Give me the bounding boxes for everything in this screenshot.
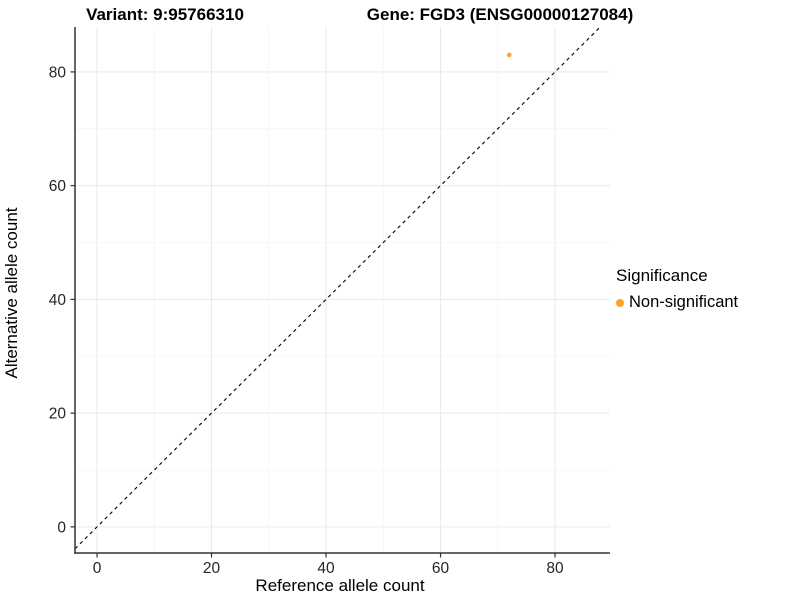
x-tick-label: 20 bbox=[203, 560, 221, 577]
identity-reference-line bbox=[74, 26, 601, 550]
y-tick-label: 0 bbox=[57, 519, 66, 536]
x-tick-label: 80 bbox=[546, 560, 564, 577]
y-axis-title: Alternative allele count bbox=[2, 207, 21, 379]
y-tick-label: 60 bbox=[49, 178, 67, 195]
legend-item-non-significant: Non-significant bbox=[616, 293, 738, 312]
y-tick-label: 20 bbox=[49, 406, 67, 423]
y-tick-label: 80 bbox=[49, 64, 67, 81]
gene-title: Gene: FGD3 (ENSG00000127084) bbox=[366, 5, 634, 24]
legend: Significance Non-significant bbox=[616, 266, 738, 312]
y-tick-label: 40 bbox=[49, 292, 67, 309]
x-tick-label: 0 bbox=[93, 560, 102, 577]
x-axis-title: Reference allele count bbox=[255, 576, 425, 595]
variant-title: Variant: 9:95766310 bbox=[86, 5, 244, 24]
data-point bbox=[506, 52, 512, 58]
legend-item-label: Non-significant bbox=[629, 293, 739, 311]
legend-point-icon bbox=[616, 298, 624, 307]
legend-title: Significance bbox=[616, 266, 708, 285]
x-tick-label: 60 bbox=[432, 560, 450, 577]
x-tick-label: 40 bbox=[317, 560, 335, 577]
